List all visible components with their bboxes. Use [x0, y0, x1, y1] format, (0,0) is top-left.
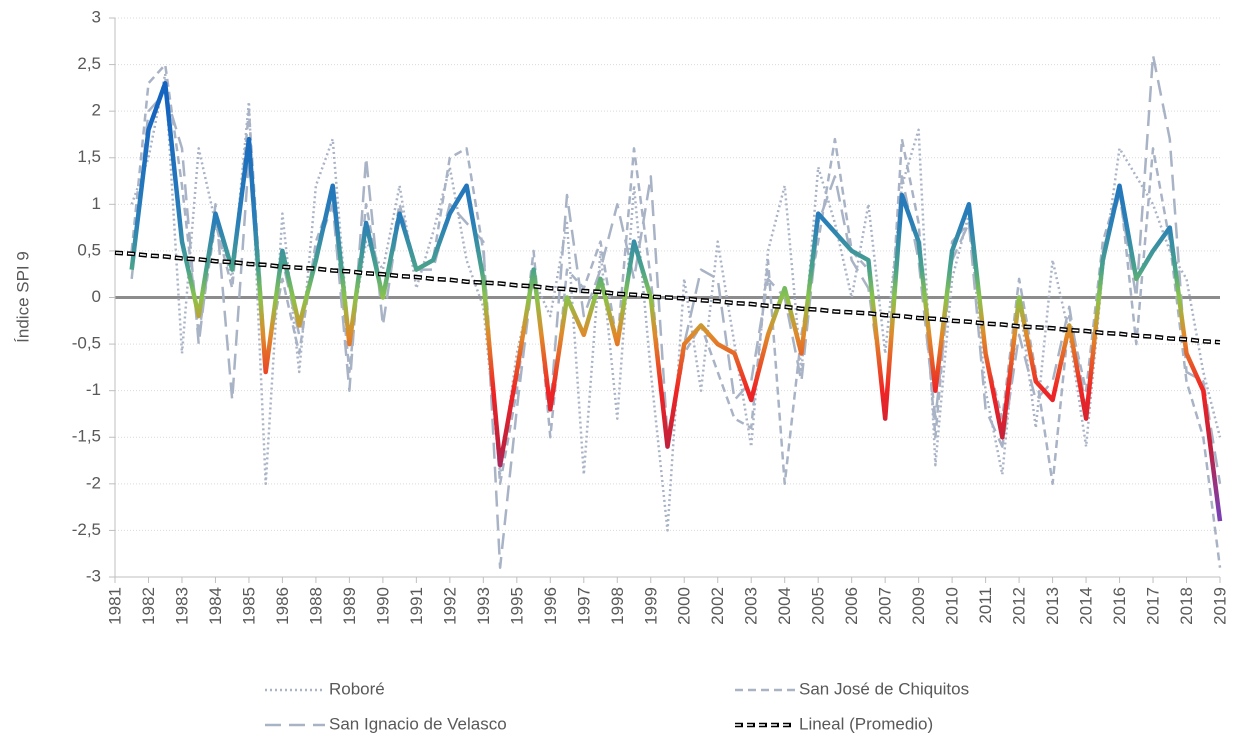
x-tick-label: 2009: [909, 587, 928, 625]
x-tick-label: 2013: [1043, 587, 1062, 625]
x-tick-label: 2003: [742, 587, 761, 625]
x-tick-label: 2012: [1010, 587, 1029, 625]
x-tick-label: 2016: [1110, 587, 1129, 625]
y-axis-title: Índice SPI 9: [13, 251, 32, 343]
y-tick-label: 1,5: [77, 147, 101, 166]
y-tick-label: -3: [86, 566, 101, 585]
y-tick-label: 0: [92, 287, 101, 306]
x-tick-label: 2004: [775, 587, 794, 625]
legend-label: San José de Chiquitos: [799, 679, 969, 698]
series-line: [130, 54, 1222, 569]
y-tick-label: -1,5: [72, 427, 101, 446]
x-tick-label: 2002: [708, 587, 727, 625]
x-tick-label: 1998: [608, 587, 627, 625]
x-tick-label: 2011: [976, 587, 995, 624]
x-tick-label: 1989: [340, 587, 359, 625]
x-tick-label: 1993: [474, 587, 493, 625]
legend-label: Lineal (Promedio): [799, 714, 933, 733]
x-tick-label: 1981: [106, 587, 125, 625]
x-tick-label: 1986: [273, 587, 292, 625]
x-tick-label: 2006: [842, 587, 861, 625]
y-tick-label: -2,5: [72, 520, 101, 539]
y-tick-label: 1: [92, 194, 101, 213]
x-tick-label: 2019: [1211, 587, 1230, 625]
legend-label: Roboré: [329, 679, 385, 698]
x-tick-label: 1990: [373, 587, 392, 625]
x-tick-label: 1996: [541, 587, 560, 625]
x-tick-label: 1991: [407, 587, 426, 625]
y-tick-label: -2: [86, 473, 101, 492]
y-tick-label: -1: [86, 380, 101, 399]
x-tick-label: 2018: [1177, 587, 1196, 625]
y-tick-label: -0,5: [72, 334, 101, 353]
x-tick-label: 1997: [574, 587, 593, 625]
y-tick-label: 0,5: [77, 240, 101, 259]
series-line: [129, 80, 1223, 522]
x-tick-label: 2014: [1077, 587, 1096, 625]
legend-label: San Ignacio de Velasco: [329, 714, 507, 733]
trend-line-inner: [114, 252, 1221, 343]
x-tick-label: 2005: [809, 587, 828, 625]
x-tick-label: 2010: [943, 587, 962, 625]
x-tick-label: 1988: [306, 587, 325, 625]
x-tick-label: 1999: [641, 587, 660, 625]
y-tick-label: 2,5: [77, 54, 101, 73]
x-tick-label: 1995: [507, 587, 526, 625]
x-tick-label: 1982: [139, 587, 158, 625]
x-tick-label: 1992: [440, 587, 459, 625]
x-tick-label: 1984: [206, 587, 225, 625]
y-tick-label: 2: [92, 101, 101, 120]
x-tick-label: 2007: [876, 587, 895, 625]
x-tick-label: 2017: [1144, 587, 1163, 625]
x-tick-label: 1983: [172, 587, 191, 625]
x-tick-label: 1985: [239, 587, 258, 625]
y-tick-label: 3: [92, 7, 101, 26]
x-tick-label: 2000: [675, 587, 694, 625]
